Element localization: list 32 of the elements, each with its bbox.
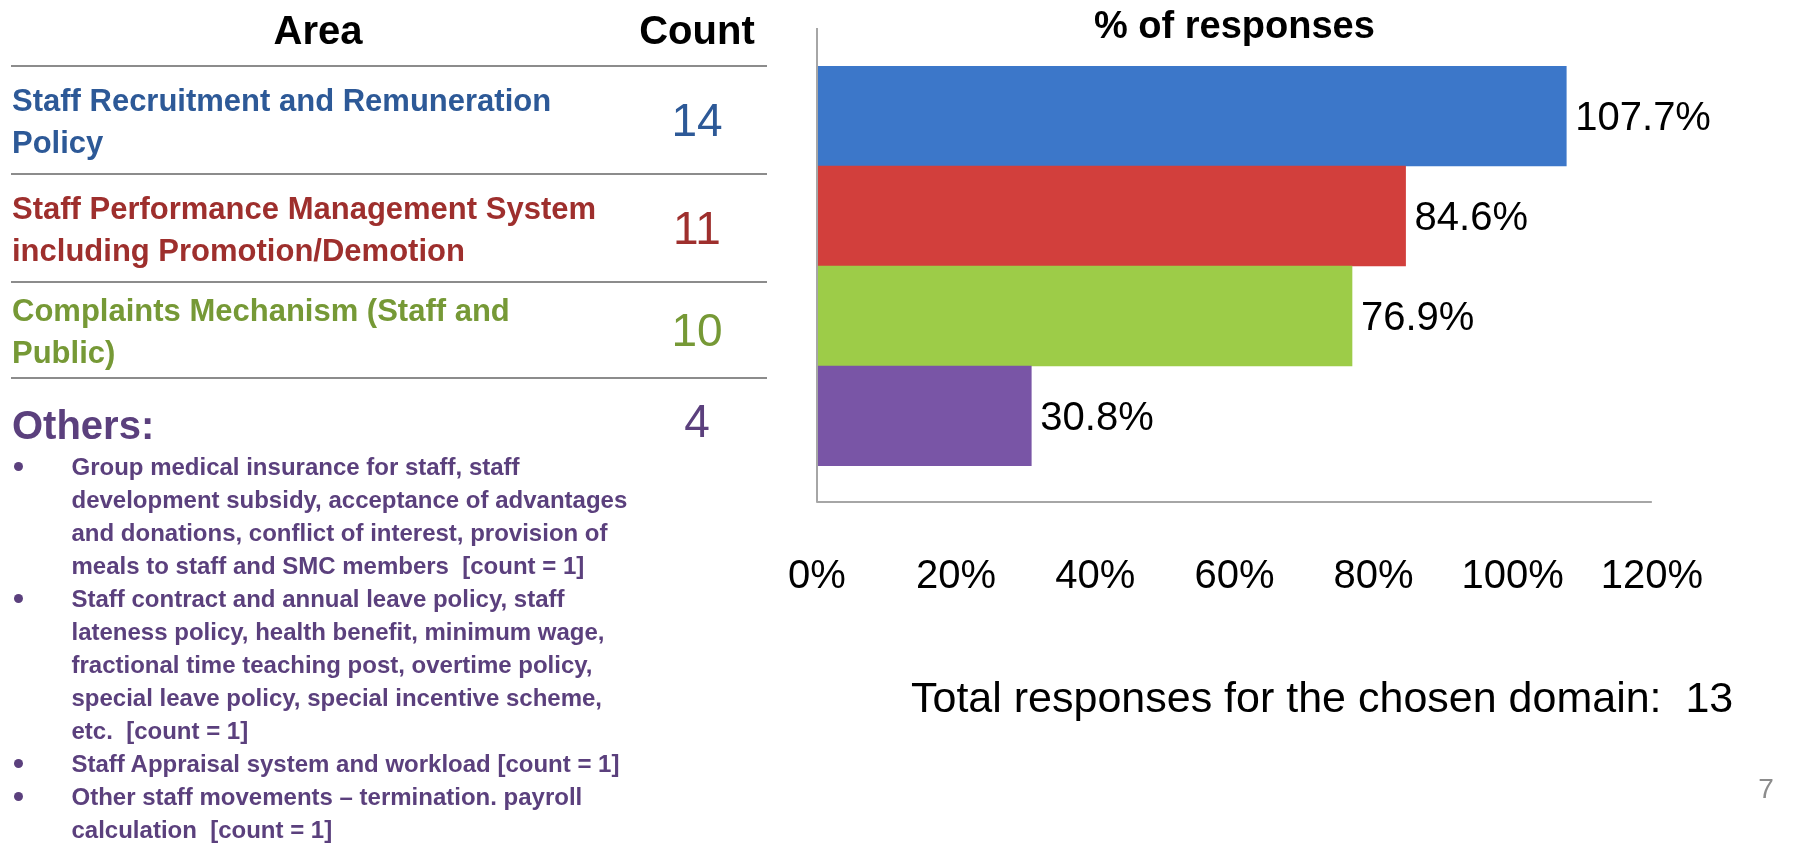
data-label: 107.7% bbox=[1575, 94, 1711, 139]
bar bbox=[817, 365, 1032, 466]
text: Others: bbox=[12, 403, 155, 447]
x-tick-label: 20% bbox=[916, 552, 997, 597]
x-tick-label: 0% bbox=[788, 552, 846, 597]
bar bbox=[817, 165, 1406, 267]
text: 4 bbox=[684, 395, 710, 447]
y-tick-label: Complaints Mechanism (Staff and Public) bbox=[12, 293, 510, 370]
text: 10 bbox=[671, 304, 723, 356]
data-label: 84.6% bbox=[1414, 194, 1528, 239]
text: Staff Appraisal system and workload [count = 1] bbox=[71, 749, 620, 777]
text: Group medical insurance for staff, staff development subsidy, acceptance of advantages and donations, conflict of interest, provision of meals to staff and SMC members [count = 1] bbox=[71, 452, 629, 579]
text: 14 bbox=[671, 94, 723, 146]
text: 11 bbox=[673, 202, 721, 254]
x-tick-label: 120% bbox=[1600, 552, 1703, 597]
data-label: 30.8% bbox=[1040, 394, 1154, 439]
chart-title: % of responses bbox=[1093, 4, 1375, 47]
x-tick-label: 100% bbox=[1461, 552, 1564, 597]
x-tick-label: 40% bbox=[1055, 552, 1136, 597]
y-axis-title: Area bbox=[273, 8, 363, 52]
y-tick-label: Staff Performance Management System including Promotion/Demotion bbox=[12, 191, 597, 268]
x-tick-label: 60% bbox=[1194, 552, 1275, 597]
text: Total responses for the chosen domain: 13 bbox=[911, 673, 1734, 721]
bar bbox=[817, 265, 1353, 367]
bar bbox=[817, 66, 1567, 167]
data-label: 76.9% bbox=[1361, 294, 1475, 339]
x-tick-label: 80% bbox=[1333, 552, 1414, 597]
text: Staff contract and annual leave policy, staff lateness policy, health benefit, minimum wage, fractional time teaching post, overtime policy, special leave policy, special incentive scheme, etc. [count = 1] bbox=[71, 584, 606, 744]
y-tick-label: Staff Recruitment and Remuneration Policy bbox=[12, 83, 552, 160]
text: Other staff movements – termination. payroll calculation [count = 1] bbox=[71, 782, 584, 843]
text: 7 bbox=[1758, 773, 1774, 804]
text: Count bbox=[639, 8, 755, 52]
